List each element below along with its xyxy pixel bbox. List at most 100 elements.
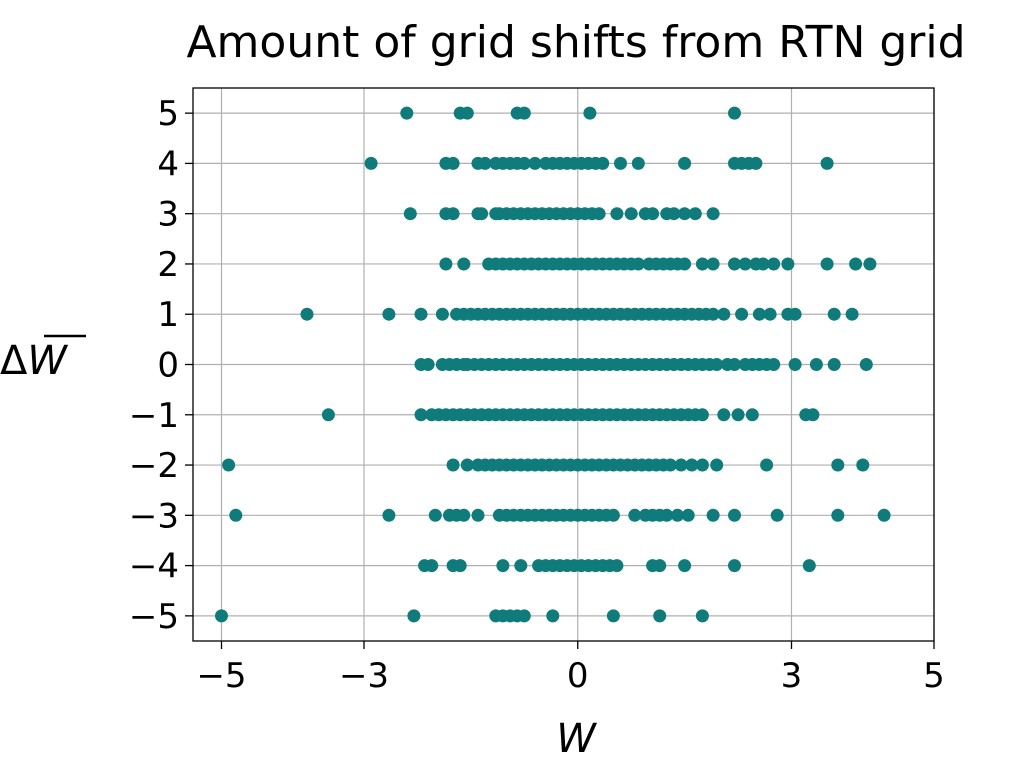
data-point bbox=[528, 156, 542, 170]
data-point bbox=[770, 508, 784, 522]
data-point bbox=[514, 559, 528, 573]
data-point bbox=[681, 508, 695, 522]
y-tick-label: 2 bbox=[157, 245, 179, 285]
data-point bbox=[496, 559, 510, 573]
data-point bbox=[695, 257, 709, 271]
y-axis-label-w: W bbox=[27, 338, 68, 384]
data-point bbox=[435, 307, 449, 321]
data-point bbox=[745, 408, 759, 422]
data-point bbox=[546, 609, 560, 623]
data-point bbox=[863, 257, 877, 271]
x-tick-label: 3 bbox=[781, 656, 803, 696]
data-point bbox=[767, 358, 781, 371]
data-point bbox=[695, 408, 709, 422]
data-point bbox=[364, 156, 378, 170]
data-point bbox=[229, 508, 243, 522]
data-point bbox=[475, 207, 489, 221]
data-point bbox=[631, 156, 645, 170]
data-point bbox=[831, 508, 845, 522]
data-point bbox=[663, 458, 677, 472]
data-point bbox=[646, 207, 660, 221]
data-point bbox=[728, 559, 741, 573]
data-point bbox=[788, 307, 802, 321]
data-point bbox=[606, 609, 620, 623]
data-point bbox=[706, 307, 720, 321]
x-axis-label: W bbox=[556, 716, 597, 762]
x-tick-label: −5 bbox=[196, 656, 246, 696]
data-point bbox=[414, 307, 428, 321]
data-point bbox=[321, 408, 335, 422]
data-point bbox=[781, 257, 795, 271]
data-point bbox=[215, 609, 228, 623]
y-tick-label: −5 bbox=[129, 597, 179, 637]
data-point bbox=[820, 156, 834, 170]
data-point bbox=[827, 307, 841, 321]
data-point bbox=[606, 508, 620, 522]
data-point bbox=[624, 207, 638, 221]
data-point bbox=[382, 508, 396, 522]
data-point bbox=[856, 458, 870, 472]
data-point bbox=[877, 508, 891, 522]
data-point bbox=[728, 358, 741, 371]
data-point bbox=[820, 257, 834, 271]
data-point bbox=[678, 207, 692, 221]
y-tick-label: 5 bbox=[157, 94, 179, 134]
data-point bbox=[788, 358, 802, 371]
y-tick-label: 1 bbox=[157, 295, 179, 335]
data-point bbox=[849, 257, 863, 271]
data-point bbox=[671, 508, 684, 522]
x-tick-label: 5 bbox=[923, 656, 945, 696]
data-point bbox=[728, 106, 741, 120]
data-point bbox=[596, 156, 610, 170]
data-point bbox=[446, 207, 460, 221]
data-point bbox=[592, 207, 606, 221]
y-tick-label: 0 bbox=[157, 346, 179, 386]
data-point bbox=[628, 508, 642, 522]
data-point bbox=[710, 358, 724, 371]
data-point bbox=[517, 609, 531, 623]
y-tick-label: −2 bbox=[129, 446, 179, 486]
data-point bbox=[806, 408, 820, 422]
data-point bbox=[706, 508, 720, 522]
data-point bbox=[421, 358, 435, 371]
data-point bbox=[802, 559, 816, 573]
data-points bbox=[215, 106, 891, 623]
data-point bbox=[717, 307, 731, 321]
data-point bbox=[460, 106, 474, 120]
data-point bbox=[610, 207, 624, 221]
data-point bbox=[678, 156, 692, 170]
data-point bbox=[678, 257, 692, 271]
y-tick-label: −3 bbox=[129, 496, 179, 536]
chart-title: Amount of grid shifts from RTN grid bbox=[186, 17, 965, 68]
data-point bbox=[685, 458, 699, 472]
data-point bbox=[735, 307, 749, 321]
x-tick-label: −3 bbox=[339, 656, 389, 696]
data-point bbox=[610, 559, 624, 573]
data-point bbox=[653, 609, 667, 623]
data-point bbox=[425, 559, 439, 573]
svg-text:ΔW: ΔW bbox=[0, 338, 68, 384]
x-axis-ticks: −5 −3 0 3 5 bbox=[196, 641, 945, 696]
y-axis-label: ΔW bbox=[0, 334, 86, 384]
data-point bbox=[831, 458, 845, 472]
data-point bbox=[460, 458, 474, 472]
data-point bbox=[660, 508, 674, 522]
data-point bbox=[439, 257, 453, 271]
data-point bbox=[749, 156, 763, 170]
data-point bbox=[731, 408, 745, 422]
data-point bbox=[695, 458, 709, 472]
data-point bbox=[674, 458, 688, 472]
data-point bbox=[688, 207, 702, 221]
data-point bbox=[517, 106, 531, 120]
data-point bbox=[767, 257, 781, 271]
y-tick-label: −4 bbox=[129, 547, 179, 587]
y-tick-label: −1 bbox=[129, 396, 179, 436]
data-point bbox=[471, 508, 485, 522]
data-point bbox=[414, 408, 428, 422]
data-point bbox=[706, 257, 720, 271]
data-point bbox=[845, 307, 859, 321]
data-point bbox=[717, 408, 731, 422]
data-point bbox=[457, 257, 471, 271]
data-point bbox=[446, 458, 460, 472]
